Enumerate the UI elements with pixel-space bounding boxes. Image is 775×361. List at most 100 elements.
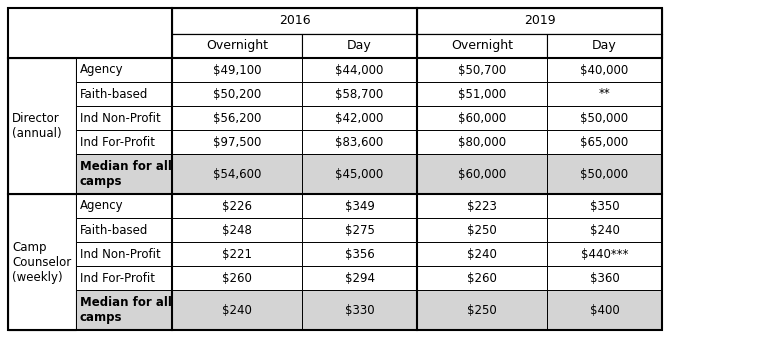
Bar xyxy=(302,34,417,58)
Bar xyxy=(547,130,662,154)
Bar xyxy=(76,154,172,194)
Text: $60,000: $60,000 xyxy=(458,112,506,125)
Bar xyxy=(8,34,76,58)
Text: $45,000: $45,000 xyxy=(336,168,384,180)
Bar xyxy=(302,130,417,154)
Text: $221: $221 xyxy=(222,248,252,261)
Bar xyxy=(172,290,302,330)
Bar xyxy=(547,194,662,218)
Text: Agency: Agency xyxy=(80,200,124,213)
Bar xyxy=(547,58,662,82)
Text: $50,700: $50,700 xyxy=(458,64,506,77)
Bar xyxy=(172,34,302,58)
Bar xyxy=(8,58,76,194)
Text: $44,000: $44,000 xyxy=(336,64,384,77)
Bar xyxy=(547,242,662,266)
Text: $250: $250 xyxy=(467,304,497,317)
Text: $294: $294 xyxy=(345,271,374,284)
Text: $97,500: $97,500 xyxy=(213,135,261,148)
Text: $248: $248 xyxy=(222,223,252,236)
Text: $240: $240 xyxy=(590,223,619,236)
Text: $80,000: $80,000 xyxy=(458,135,506,148)
Text: $349: $349 xyxy=(345,200,374,213)
Bar xyxy=(8,194,76,330)
Text: Overnight: Overnight xyxy=(451,39,513,52)
Text: $83,600: $83,600 xyxy=(336,135,384,148)
Text: $49,100: $49,100 xyxy=(213,64,261,77)
Bar xyxy=(547,154,662,194)
Bar xyxy=(8,8,662,330)
Bar xyxy=(302,290,417,330)
Text: $260: $260 xyxy=(222,271,252,284)
Bar xyxy=(76,58,172,82)
Text: Ind Non-Profit: Ind Non-Profit xyxy=(80,112,160,125)
Text: Ind For-Profit: Ind For-Profit xyxy=(80,271,155,284)
Text: Camp
Counselor
(weekly): Camp Counselor (weekly) xyxy=(12,240,71,283)
Bar xyxy=(302,106,417,130)
Bar xyxy=(302,154,417,194)
Bar xyxy=(417,130,547,154)
Text: $226: $226 xyxy=(222,200,252,213)
Text: Agency: Agency xyxy=(80,64,124,77)
Text: $356: $356 xyxy=(345,248,374,261)
Bar xyxy=(417,82,547,106)
Text: $440***: $440*** xyxy=(580,248,629,261)
Bar xyxy=(76,290,172,330)
Text: $65,000: $65,000 xyxy=(580,135,629,148)
Text: $350: $350 xyxy=(590,200,619,213)
Bar xyxy=(547,290,662,330)
Text: Day: Day xyxy=(592,39,617,52)
Text: Faith-based: Faith-based xyxy=(80,223,148,236)
Bar xyxy=(417,58,547,82)
Text: $51,000: $51,000 xyxy=(458,87,506,100)
Text: 2019: 2019 xyxy=(524,14,556,27)
Bar xyxy=(76,130,172,154)
Bar xyxy=(302,218,417,242)
Bar xyxy=(417,8,662,34)
Bar xyxy=(76,82,172,106)
Bar xyxy=(302,266,417,290)
Bar xyxy=(547,82,662,106)
Text: $360: $360 xyxy=(590,271,619,284)
Text: $50,200: $50,200 xyxy=(213,87,261,100)
Text: $240: $240 xyxy=(467,248,497,261)
Bar xyxy=(417,194,547,218)
Bar xyxy=(8,8,76,34)
Bar xyxy=(172,130,302,154)
Text: Ind For-Profit: Ind For-Profit xyxy=(80,135,155,148)
Bar xyxy=(302,58,417,82)
Bar xyxy=(76,242,172,266)
Bar xyxy=(547,34,662,58)
Bar xyxy=(76,194,172,218)
Text: $260: $260 xyxy=(467,271,497,284)
Text: Median for all
camps: Median for all camps xyxy=(80,160,172,188)
Text: $56,200: $56,200 xyxy=(213,112,261,125)
Text: Overnight: Overnight xyxy=(206,39,268,52)
Bar xyxy=(302,194,417,218)
Text: Director
(annual): Director (annual) xyxy=(12,112,62,140)
Bar xyxy=(417,34,547,58)
Text: $54,600: $54,600 xyxy=(213,168,261,180)
Text: $240: $240 xyxy=(222,304,252,317)
Text: $60,000: $60,000 xyxy=(458,168,506,180)
Text: 2016: 2016 xyxy=(279,14,310,27)
Text: $400: $400 xyxy=(590,304,619,317)
Text: $42,000: $42,000 xyxy=(336,112,384,125)
Bar xyxy=(76,34,172,58)
Text: $250: $250 xyxy=(467,223,497,236)
Text: $50,000: $50,000 xyxy=(580,168,629,180)
Bar xyxy=(172,8,417,34)
Bar xyxy=(417,154,547,194)
Bar xyxy=(172,218,302,242)
Text: $275: $275 xyxy=(345,223,374,236)
Bar xyxy=(547,106,662,130)
Bar xyxy=(76,106,172,130)
Text: $223: $223 xyxy=(467,200,497,213)
Bar xyxy=(547,266,662,290)
Bar xyxy=(172,58,302,82)
Text: Faith-based: Faith-based xyxy=(80,87,148,100)
Text: Day: Day xyxy=(347,39,372,52)
Text: $330: $330 xyxy=(345,304,374,317)
Text: $40,000: $40,000 xyxy=(580,64,629,77)
Bar xyxy=(417,218,547,242)
